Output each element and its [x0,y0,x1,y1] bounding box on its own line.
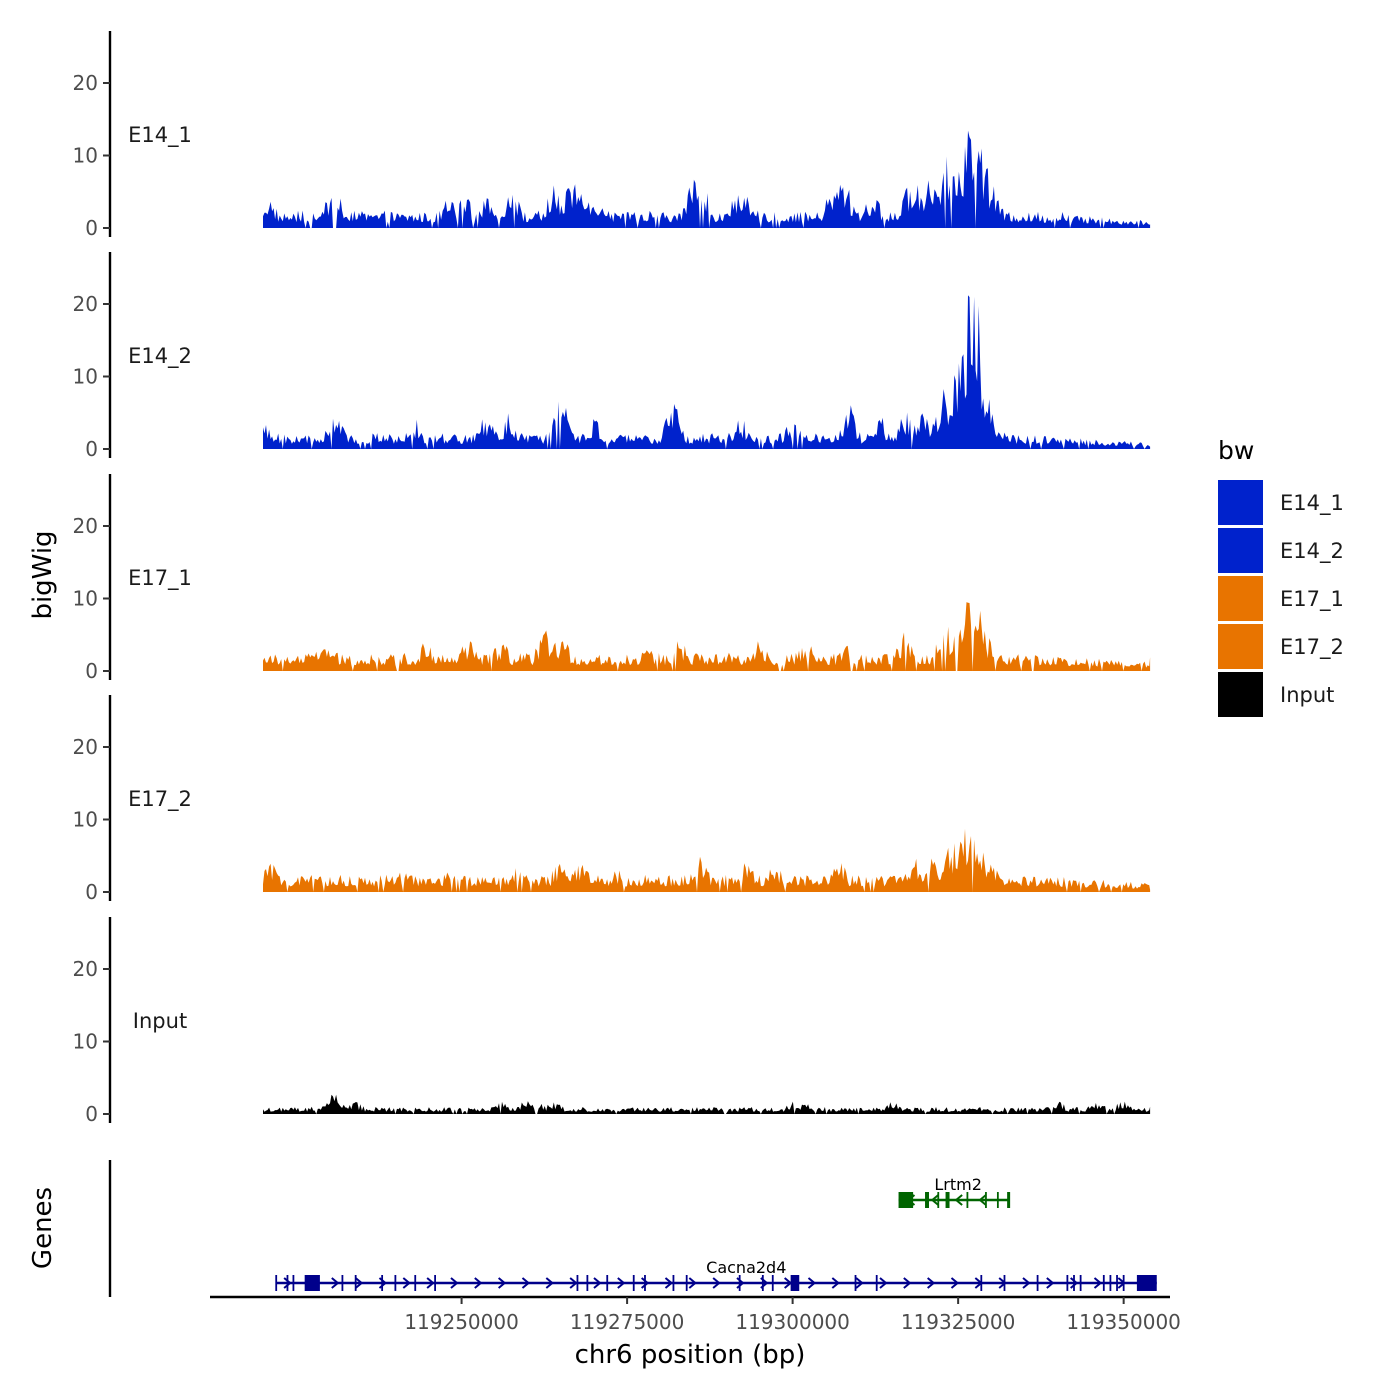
strand-arrow [354,1277,364,1289]
y-tick-label: 20 [73,71,98,95]
signal-area-E17_2 [263,828,1151,892]
y-tick-label: 10 [73,587,98,611]
strand-arrow [1022,1277,1031,1289]
strand-arrow [664,1277,674,1289]
signal-area-E14_1 [263,130,1151,228]
gene-Lrtm2: Lrtm2 [898,1175,1011,1208]
strand-arrow [545,1277,554,1289]
legend-label: E17_1 [1280,587,1344,612]
legend-label: E14_2 [1280,539,1344,564]
signal-tracks: 0 10 20 E14_1 0 10 20 E14_2 0 10 20 E17_1 0 10 20 E17_2… [73,31,1151,1126]
track-label: E14_2 [128,344,192,369]
strand-arrow [617,1277,626,1289]
x-tick-label: 119250000 [404,1310,519,1334]
legend-items: E14_1 E14_2 E17_1 E17_2 Input [1218,480,1344,717]
track-label: Input [133,1009,187,1033]
y-tick-label: 20 [73,735,98,759]
y-tick-label: 10 [73,1030,98,1054]
strand-arrow [855,1277,864,1289]
x-tick-label: 119350000 [1066,1310,1181,1334]
strand-arrow [569,1277,578,1289]
strand-arrow [1070,1277,1079,1289]
strand-arrow [641,1277,650,1289]
track-Input: 0 10 20 Input [73,917,1151,1126]
strand-arrow [497,1277,507,1289]
strand-arrow [283,1277,292,1289]
track-E14_2: 0 10 20 E14_2 [73,252,1151,461]
strand-arrow [426,1277,435,1289]
legend: bw E14_1 E14_2 E17_1 E17_2 Input [1218,436,1344,717]
legend-swatch-E17_1 [1218,576,1263,621]
exon-block [1007,1192,1011,1208]
strand-arrow [688,1277,697,1289]
y-tick-label: 10 [73,144,98,168]
legend-swatch-E14_2 [1218,528,1263,573]
strand-arrow [450,1277,459,1289]
strand-arrow [879,1277,888,1289]
strand-arrow [593,1277,602,1289]
strand-arrow [331,1277,340,1289]
strand-arrow [954,1194,963,1206]
x-axis-title: chr6 position (bp) [575,1340,806,1370]
legend-swatch-Input [1218,672,1263,717]
track-E17_1: 0 10 20 E17_1 [73,474,1151,683]
exon-block [790,1275,800,1291]
y-tick-label: 10 [73,808,98,832]
exon-block [1136,1275,1157,1291]
x-axis: 119250000 119275000 119300000 119325000 1193… [210,1295,1181,1334]
strand-arrow [474,1277,483,1289]
y-tick-label: 0 [85,437,98,461]
strand-arrow [930,1194,939,1206]
track-label: E17_2 [128,787,192,812]
legend-title: bw [1218,436,1254,465]
y-axis-title: bigWig [28,530,58,619]
x-tick-label: 119300000 [735,1310,850,1334]
signal-area-Input [263,1094,1151,1114]
track-label: E14_1 [128,123,192,148]
exon-block [304,1275,320,1291]
track-label: E17_1 [128,566,192,591]
y-tick-label: 10 [73,365,98,389]
legend-label: E17_2 [1280,635,1344,660]
y-tick-label: 20 [73,514,98,538]
x-tick-label: 119275000 [570,1310,685,1334]
strand-arrow [807,1277,817,1289]
gene-label: Lrtm2 [934,1175,982,1194]
strand-arrow [1093,1277,1103,1289]
y-tick-label: 0 [85,1102,98,1126]
gene-Cacna2d4: Cacna2d4 [275,1258,1157,1291]
legend-label: E14_1 [1280,491,1344,516]
track-E17_2: 0 10 20 E17_2 [73,695,1151,904]
strand-arrow [927,1277,936,1289]
y-tick-label: 0 [85,880,98,904]
y-tick-label: 20 [73,957,98,981]
signal-area-E14_2 [263,295,1151,449]
x-tick-label: 119325000 [901,1310,1016,1334]
strand-arrow [831,1277,840,1289]
strand-arrow [1046,1277,1055,1289]
gene-track: Lrtm2 Cacna2d4 [108,1160,1157,1297]
legend-swatch-E14_1 [1218,480,1263,525]
genes-axis-title: Genes [28,1187,58,1269]
strand-arrow [521,1277,531,1289]
strand-arrow [402,1277,411,1289]
legend-swatch-E17_2 [1218,624,1263,669]
strand-arrow [950,1277,960,1289]
y-tick-label: 0 [85,659,98,683]
strand-arrow [978,1194,987,1206]
track-E14_1: 0 10 20 E14_1 [73,31,1151,240]
exon-block [945,1192,950,1208]
gene-label: Cacna2d4 [706,1258,786,1277]
y-tick-label: 0 [85,216,98,240]
strand-arrow [712,1277,721,1289]
strand-arrow [903,1277,912,1289]
exon-block [898,1192,914,1208]
exon-block [925,1192,930,1208]
legend-label: Input [1280,683,1334,707]
y-tick-label: 20 [73,292,98,316]
signal-area-E17_1 [263,602,1151,671]
